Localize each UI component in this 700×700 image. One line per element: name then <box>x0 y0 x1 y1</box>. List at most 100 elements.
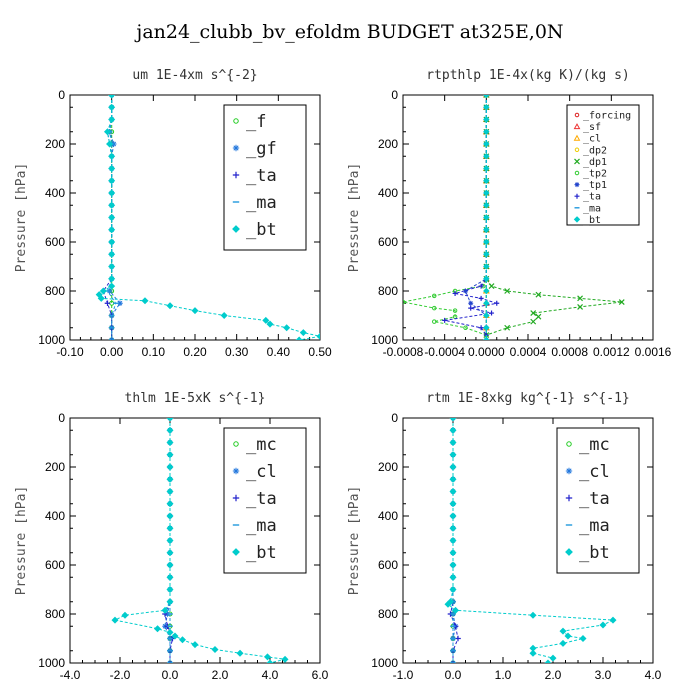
data-point-bt <box>108 95 116 99</box>
data-point-bt <box>166 598 174 606</box>
data-point-ta <box>494 300 500 306</box>
legend-marker <box>233 441 239 447</box>
x-tick-label: 0.30 <box>225 345 249 359</box>
data-point-bt <box>295 336 303 340</box>
legend-marker <box>232 171 240 179</box>
y-tick-label: 400 <box>45 186 65 200</box>
panel-title: thlm 1E-5xK s^{-1} <box>125 391 266 406</box>
data-point-bt <box>166 524 174 532</box>
data-point-bt <box>166 426 174 434</box>
data-point-bt <box>166 475 174 483</box>
legend-box <box>223 104 307 251</box>
legend-box <box>556 427 640 574</box>
legend-marker <box>232 548 240 556</box>
legend-entry: _ta <box>246 166 277 186</box>
data-point-bt <box>483 251 490 258</box>
legend-entry: _bt <box>246 543 277 563</box>
data-point-dp1 <box>535 291 542 298</box>
data-point-bt <box>211 646 219 654</box>
data-point-bt <box>166 438 174 447</box>
data-point-bt <box>449 463 457 471</box>
data-point-ta <box>455 635 461 642</box>
data-point-bt <box>166 302 174 310</box>
data-point-bt <box>559 627 567 635</box>
legend-entry: _ta <box>579 489 610 509</box>
data-point-bt <box>108 275 116 283</box>
data-point-bt <box>449 487 457 496</box>
legend-marker <box>574 182 580 188</box>
legend-marker <box>574 147 580 153</box>
x-tick-label: 1.0 <box>495 668 512 682</box>
data-point-bt <box>111 616 119 624</box>
y-tick-label: 800 <box>45 607 65 621</box>
legend-entry: _dp1 <box>583 157 607 168</box>
legend-entry: _gf <box>246 139 277 159</box>
y-tick-label: 1000 <box>38 333 65 347</box>
data-point-bt <box>166 463 174 471</box>
legend-entry: _ta <box>583 192 601 203</box>
y-tick-label: 0 <box>58 88 65 102</box>
data-point-bt <box>97 294 105 302</box>
data-point-bt <box>166 549 174 557</box>
data-point-bt <box>108 262 116 271</box>
data-point-ta <box>478 283 484 289</box>
legend-box <box>223 427 307 574</box>
legend-marker <box>574 170 580 176</box>
panel-rtm: rtm 1E-8xkg kg^{-1} s^{-1} Pressure [hPa]… <box>347 391 662 682</box>
data-point-bt <box>449 524 457 532</box>
x-tick-label: -0.10 <box>56 345 84 359</box>
series-line-tp2 <box>403 95 487 336</box>
panel-title: rtm 1E-8xkg kg^{-1} s^{-1} <box>426 391 630 406</box>
plot-area <box>444 418 617 663</box>
x-tick-label: 0.40 <box>267 345 291 359</box>
series-line-ta <box>444 95 497 336</box>
y-tick-label: 800 <box>378 607 398 621</box>
legend-marker <box>574 193 580 199</box>
data-point-bt <box>483 116 490 123</box>
legend-marker <box>233 118 239 124</box>
data-point-ta <box>478 295 484 301</box>
y-axis-label: Pressure [hPa] <box>14 163 29 273</box>
x-tick-label: -0.0008 <box>383 345 424 359</box>
data-point-bt <box>263 653 272 661</box>
data-point-bt <box>161 606 169 614</box>
panel-title: rtpthlp 1E-4x(kg K)/(kg s) <box>426 68 630 83</box>
data-point-bt <box>166 451 174 459</box>
legend-entry: _ta <box>246 489 277 509</box>
data-point-dp1 <box>535 313 542 320</box>
data-point-bt <box>449 426 457 434</box>
data-point-dp1 <box>504 288 511 294</box>
data-point-bt <box>108 238 116 246</box>
data-point-bt <box>483 336 490 340</box>
data-point-tp1 <box>463 288 468 294</box>
plot-area <box>111 418 289 663</box>
data-point-bt <box>449 585 457 594</box>
data-point-bt <box>236 649 244 657</box>
x-tick-label: -4.0 <box>60 668 81 682</box>
x-tick-label: 4.0 <box>645 668 662 682</box>
y-tick-label: 0 <box>58 411 65 425</box>
legend-marker <box>574 112 580 118</box>
data-point-dp1 <box>504 324 511 331</box>
legend-marker <box>232 144 240 152</box>
legend-entry: _bt <box>246 220 277 240</box>
x-tick-label: -2.0 <box>110 668 131 682</box>
data-point-bt <box>108 164 116 173</box>
data-point-ta <box>104 300 111 307</box>
data-point-bt <box>191 641 199 649</box>
data-point-bt <box>178 636 187 644</box>
legend-entry: _ma <box>579 516 610 536</box>
data-point-tp2 <box>432 319 437 324</box>
legend-marker <box>573 216 581 223</box>
data-point-bt <box>166 418 174 422</box>
data-point-ta <box>442 317 448 323</box>
data-point-bt <box>108 152 116 160</box>
y-tick-label: 600 <box>45 235 65 249</box>
data-point-bt <box>609 616 617 624</box>
data-point-bt <box>108 103 116 111</box>
plot-area <box>403 95 625 340</box>
data-point-bt <box>108 201 116 209</box>
x-tick-label: 0.0 <box>162 668 179 682</box>
data-point-tp2 <box>463 325 468 330</box>
data-point-ta <box>478 325 484 331</box>
